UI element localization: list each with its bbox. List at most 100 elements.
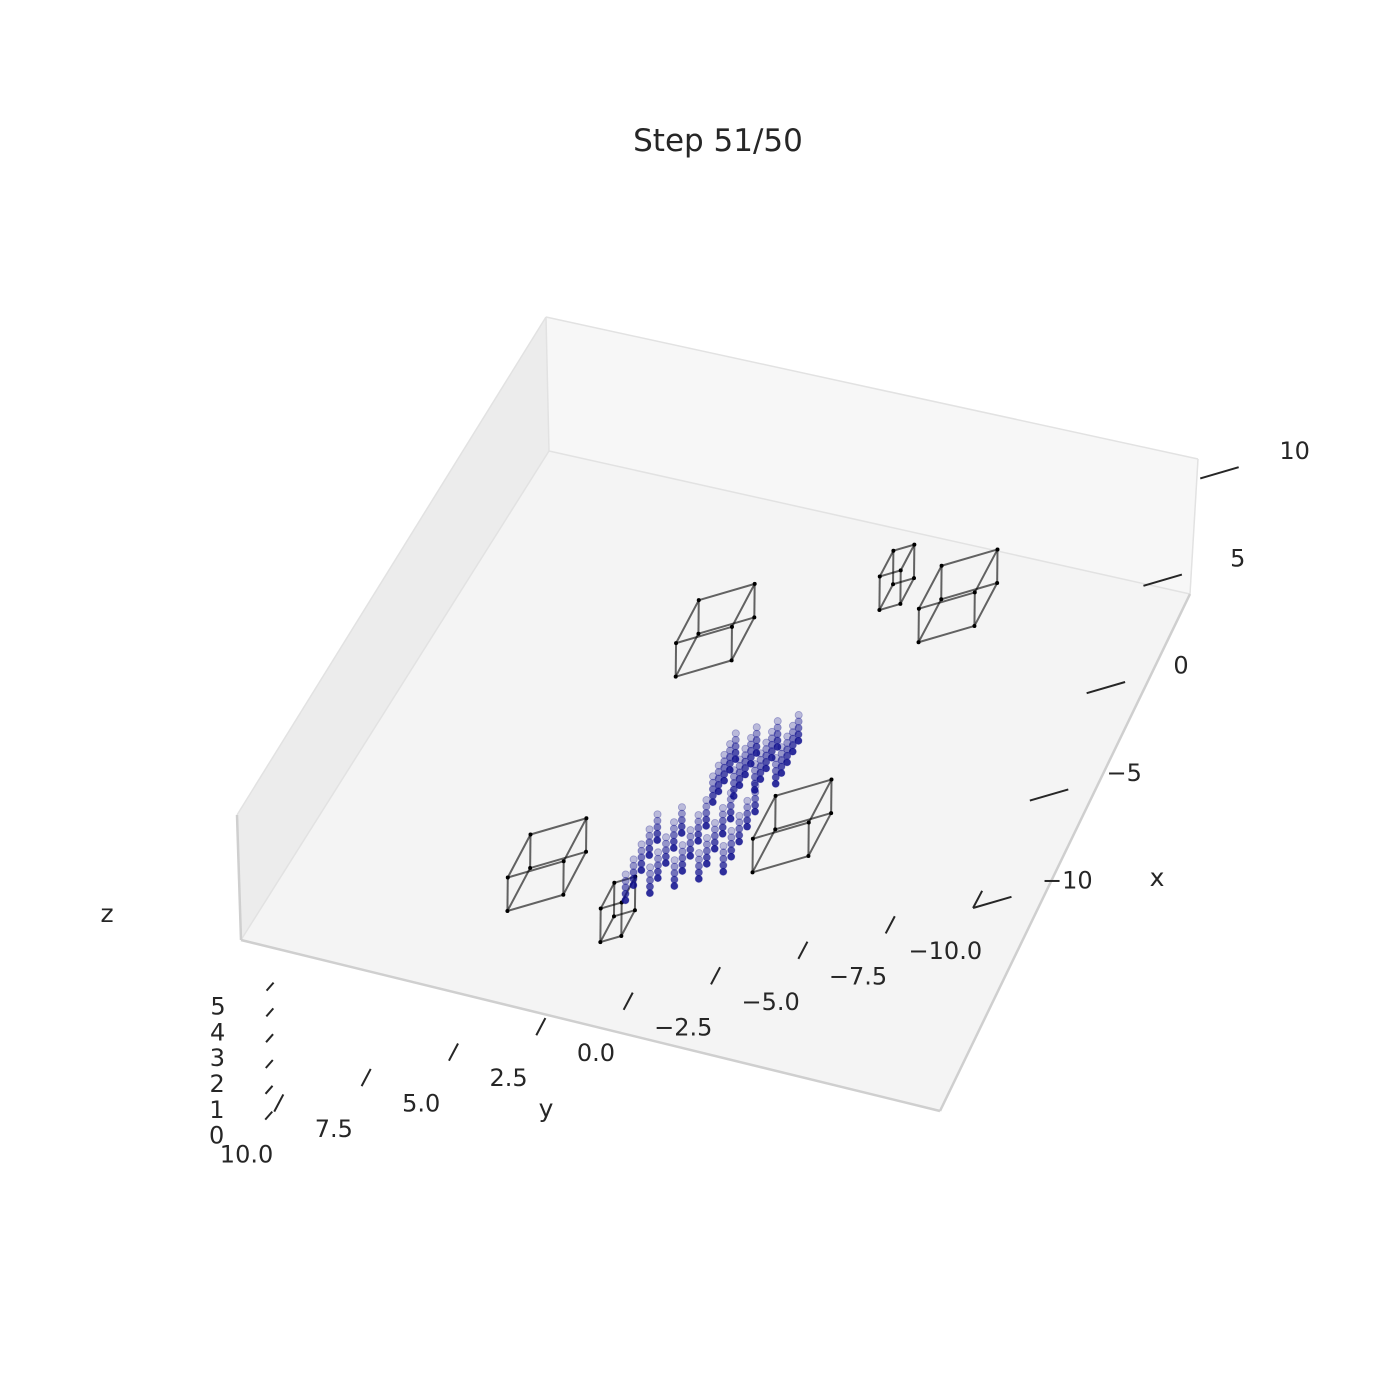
z-tick-label: 2 — [210, 1070, 225, 1098]
obstacle-corner — [912, 576, 916, 581]
y-axis-label: y — [539, 1094, 554, 1123]
point-series — [708, 711, 803, 807]
z-tick-mark — [264, 1085, 274, 1095]
agent-point — [645, 851, 654, 860]
x-tick-label: 10 — [1279, 437, 1310, 465]
obstacle-corner — [773, 793, 778, 798]
agent-point — [653, 810, 662, 819]
y-tick-mark — [535, 1017, 547, 1036]
obstacle-edge — [879, 569, 901, 578]
agent-point — [686, 851, 695, 860]
obstacle-corner — [995, 581, 1000, 585]
agent-point — [702, 821, 711, 830]
obstacle-corner — [598, 940, 603, 945]
floor-pane — [241, 451, 1190, 1111]
obstacle-edge — [973, 582, 999, 627]
y-tick-mark — [448, 1043, 459, 1062]
z-tick-mark — [265, 1007, 275, 1018]
obstacle-edge — [731, 583, 756, 628]
agent-point — [751, 807, 760, 816]
agent-point — [727, 826, 736, 835]
obstacle-edge — [941, 548, 998, 567]
x-tick-label: −5 — [1106, 759, 1141, 787]
obstacle-edge — [698, 582, 755, 602]
agent-point — [670, 856, 679, 865]
obstacle-corner — [972, 590, 977, 595]
y-tick-label: −5.0 — [741, 988, 799, 1016]
obstacle-corner — [696, 631, 701, 636]
x-ticks: 10 5 0 −5 −10 — [972, 437, 1310, 909]
obstacle-edge — [807, 812, 833, 857]
obstacle-corner — [912, 542, 917, 547]
agent-point — [653, 836, 662, 845]
agent-point — [726, 814, 735, 823]
obstacle-edge — [751, 828, 777, 873]
obstacle-corner — [972, 623, 977, 628]
agent-point — [662, 833, 671, 842]
obstacle-corner — [632, 908, 637, 913]
obstacle-edge — [774, 812, 832, 831]
agent-point — [751, 781, 760, 790]
x-tick-mark — [972, 895, 1012, 909]
back-wall-pane — [546, 317, 1198, 594]
obstacle-edge — [730, 616, 756, 661]
agent-point — [735, 811, 744, 820]
obstacle-edge — [530, 817, 587, 836]
obstacle-corner — [806, 820, 811, 825]
x-axis-label: x — [1150, 863, 1165, 892]
y-tick-label: 0.0 — [577, 1039, 615, 1067]
obstacle-box — [598, 874, 638, 945]
agent-point — [735, 837, 744, 846]
obstacle-edge — [507, 893, 564, 912]
z-axis-label: z — [100, 899, 113, 928]
obstacle-corner — [829, 811, 834, 816]
agent-point — [729, 792, 738, 801]
obstacle-box — [877, 542, 917, 613]
obstacle-boxes — [505, 542, 1000, 945]
obstacle-box — [750, 777, 834, 875]
agent-point — [653, 874, 662, 883]
agent-point — [695, 849, 704, 858]
agent-point — [777, 743, 786, 752]
z-tick-mark — [265, 981, 275, 992]
obstacle-corner — [750, 836, 755, 841]
obstacle-corner — [891, 582, 896, 587]
y-tick-mark — [797, 941, 809, 960]
obstacle-edge — [613, 909, 636, 918]
obstacle-corner — [561, 859, 566, 864]
agent-point — [768, 727, 777, 736]
obstacle-edge — [899, 544, 916, 571]
agent-point — [720, 750, 729, 759]
obstacle-edge — [698, 616, 755, 635]
obstacle-edge — [562, 817, 588, 862]
agent-point — [621, 870, 630, 879]
z-tick-label: 5 — [210, 993, 225, 1021]
z-tick-mark — [264, 1110, 274, 1121]
obstacle-edge — [892, 577, 915, 586]
agent-point — [637, 866, 646, 875]
obstacle-edge — [507, 860, 564, 879]
y-tick-mark — [710, 966, 721, 985]
agent-points — [621, 711, 803, 905]
agent-point — [702, 859, 711, 868]
obstacle-edge — [918, 591, 976, 610]
obstacle-box — [916, 547, 1000, 645]
x-tick-mark — [1143, 573, 1183, 587]
agent-point — [694, 836, 703, 845]
agent-point — [756, 749, 765, 758]
obstacle-edge — [752, 821, 810, 840]
agent-point — [654, 848, 663, 857]
obstacle-corner — [939, 597, 944, 602]
obstacle-edge — [675, 599, 700, 644]
y-tick-label: −7.5 — [829, 962, 887, 990]
obstacle-corner — [528, 832, 533, 837]
obstacle-corner — [619, 933, 624, 938]
z-tick-label: 1 — [209, 1096, 224, 1124]
agent-point — [750, 785, 759, 794]
obstacle-corner — [752, 581, 757, 586]
obstacle-edge — [675, 659, 732, 678]
agent-point — [621, 896, 630, 905]
z-tick-label: 3 — [210, 1044, 225, 1072]
agent-point — [718, 829, 727, 838]
